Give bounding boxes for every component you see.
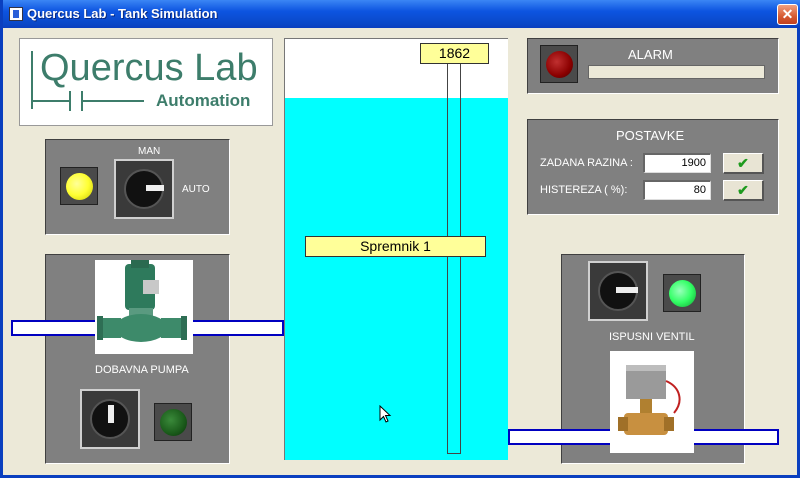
app-icon: [9, 7, 23, 21]
logo-title: Quercus Lab: [40, 47, 258, 89]
mode-switch[interactable]: [114, 159, 174, 219]
setpoint-label: ZADANA RAZINA :: [540, 157, 633, 169]
alarm-panel: ALARM: [527, 38, 779, 94]
pump-image: [95, 260, 193, 354]
settings-panel: POSTAVKE ZADANA RAZINA : 1900 ✔ HISTEREZ…: [527, 119, 779, 215]
valve-label: ISPUSNI VENTIL: [609, 331, 695, 343]
settings-title: POSTAVKE: [616, 128, 685, 143]
setpoint-input[interactable]: 1900: [643, 153, 711, 173]
valve-icon: [618, 365, 681, 435]
window-title: Quercus Lab - Tank Simulation: [27, 6, 218, 21]
hysteresis-confirm-button[interactable]: ✔: [723, 180, 764, 201]
pump-switch[interactable]: [80, 389, 140, 449]
green-light-icon: [669, 280, 696, 307]
mode-panel: MAN AUTO: [45, 139, 230, 235]
logo-subtitle: Automation: [156, 91, 251, 110]
title-bar: Quercus Lab - Tank Simulation ✕: [3, 0, 800, 28]
alarm-label: ALARM: [628, 47, 673, 62]
auto-label: AUTO: [182, 184, 210, 195]
man-label: MAN: [138, 146, 161, 157]
hysteresis-label: HISTEREZA ( %):: [540, 184, 628, 196]
hysteresis-input[interactable]: 80: [643, 180, 711, 200]
pump-icon: [97, 260, 187, 342]
pump-label: DOBAVNA PUMPA: [95, 364, 189, 376]
yellow-light-icon: [66, 173, 93, 200]
level-readout: 1862: [420, 43, 489, 64]
pump-status-lamp: [154, 403, 192, 441]
logo-lines-icon: [31, 51, 144, 111]
ready-lamp: [60, 167, 98, 205]
alarm-lamp: [540, 45, 578, 83]
valve-image: [610, 351, 694, 453]
alarm-message-bar: [588, 65, 765, 79]
valve-status-lamp: [663, 274, 701, 312]
red-light-icon: [546, 51, 573, 78]
level-gauge: [447, 62, 461, 454]
mouse-cursor-icon: [379, 405, 392, 423]
close-button[interactable]: ✕: [777, 4, 798, 25]
tank-name: Spremnik 1: [305, 236, 486, 257]
tank-water: [285, 97, 508, 460]
setpoint-confirm-button[interactable]: ✔: [723, 153, 764, 174]
green-light-icon: [160, 409, 187, 436]
logo: Quercus Lab Automation: [19, 38, 273, 126]
valve-switch[interactable]: [588, 261, 648, 321]
